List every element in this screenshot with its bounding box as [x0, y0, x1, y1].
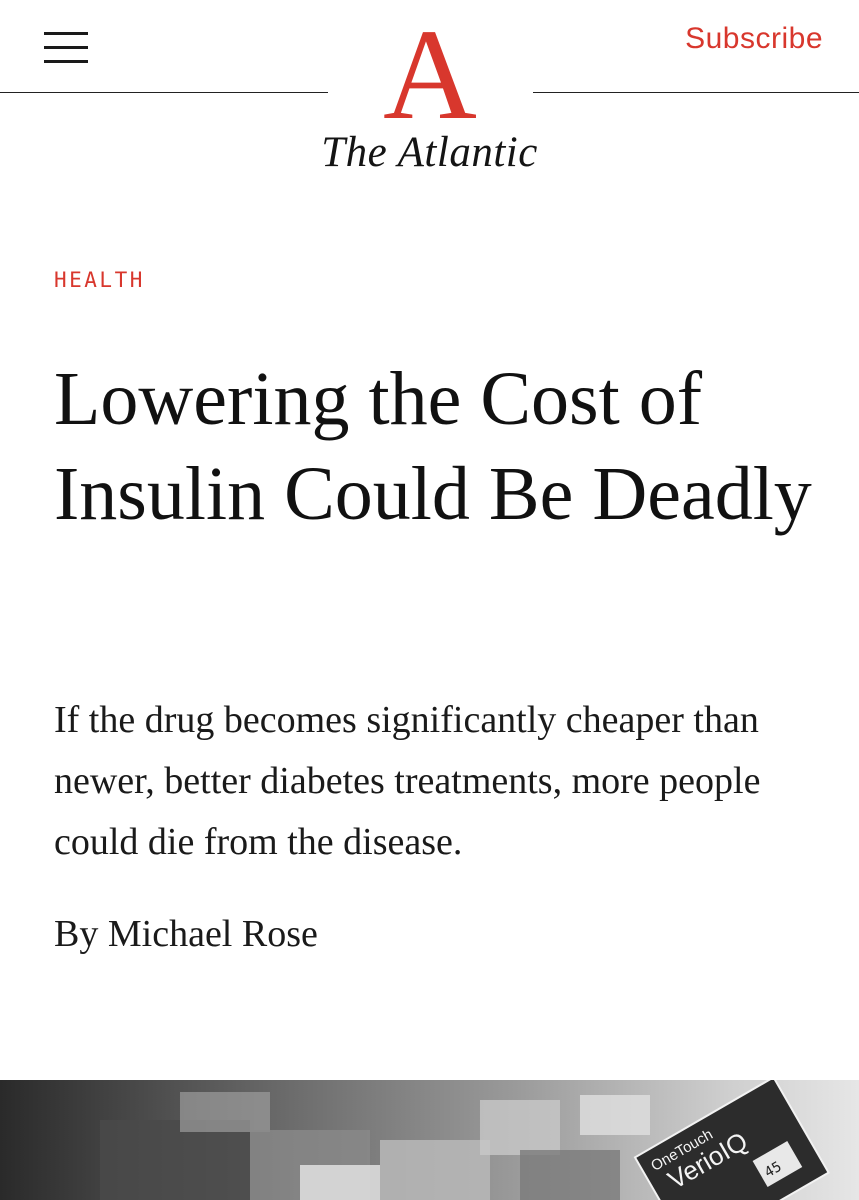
menu-bar-bottom — [44, 60, 88, 63]
subscribe-button[interactable]: Subscribe — [685, 22, 823, 55]
author-link[interactable]: Michael Rose — [107, 913, 318, 955]
atlantic-a-logo[interactable]: A — [380, 14, 480, 122]
meter-reading: 45 — [762, 1159, 785, 1181]
photo-box-5 — [380, 1140, 490, 1200]
hero-image: OneTouch VerioIQ 45 — [0, 1080, 859, 1200]
atlantic-wordmark[interactable]: The Atlantic — [321, 129, 538, 176]
article-dek: If the drug becomes significantly cheape… — [54, 699, 761, 863]
photo-box-1 — [100, 1120, 250, 1200]
header-rule-right — [533, 92, 859, 93]
section-label[interactable]: HEALTH — [54, 268, 145, 292]
site-header: A The Atlantic Subscribe — [0, 0, 859, 200]
photo-box-7 — [520, 1150, 620, 1200]
photo-box-8 — [580, 1095, 650, 1135]
meter-package: OneTouch VerioIQ 45 — [633, 1080, 830, 1200]
hamburger-menu-icon[interactable] — [40, 30, 90, 68]
byline-prefix: By — [54, 913, 99, 955]
article-title: Lowering the Cost of Insulin Could Be De… — [54, 357, 812, 536]
photo-box-2 — [180, 1092, 270, 1132]
menu-bar-middle — [44, 46, 88, 49]
menu-bar-top — [44, 32, 88, 35]
photo-box-6 — [480, 1100, 560, 1155]
photo-box-4 — [300, 1165, 380, 1200]
byline: By Michael Rose — [54, 912, 318, 956]
hero-photo: OneTouch VerioIQ 45 — [0, 1080, 859, 1200]
header-rule-left — [0, 92, 328, 93]
logo-letter: A — [383, 14, 477, 122]
